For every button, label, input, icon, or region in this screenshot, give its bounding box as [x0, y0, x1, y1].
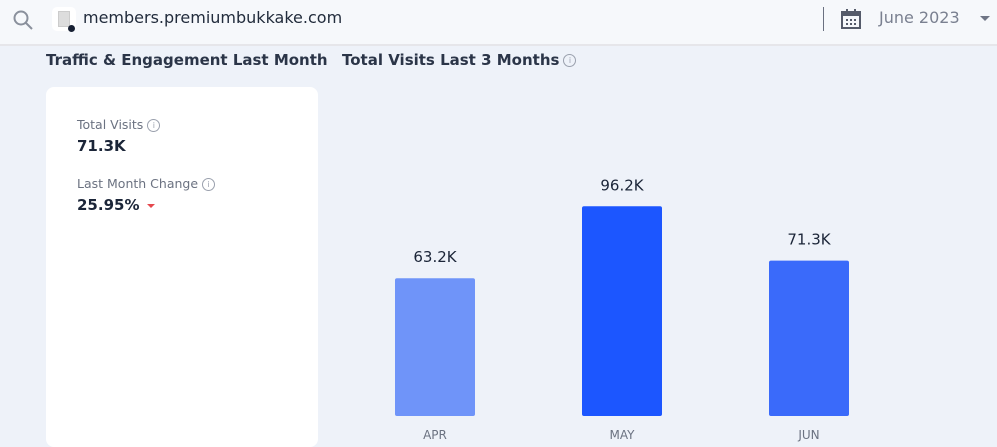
total-visits-label: Total Visits [77, 117, 144, 132]
date-selector[interactable]: June 2023 [879, 8, 960, 27]
chevron-down-icon[interactable] [980, 16, 990, 21]
calendar-icon[interactable] [840, 8, 862, 30]
domain-text: members.premiumbukkake.com [83, 8, 343, 27]
metric-label: Total Visits i [77, 117, 161, 132]
data-label: 63.2K [413, 248, 457, 266]
last-month-change-value: 25.95% [77, 196, 156, 214]
total-visits-value: 71.3K [77, 137, 126, 155]
data-label: 71.3K [787, 231, 831, 249]
search-icon[interactable] [12, 9, 34, 31]
last-month-change-label: Last Month Change [77, 176, 199, 191]
info-icon[interactable]: i [202, 178, 216, 191]
bar-may[interactable] [582, 206, 662, 416]
bar-apr[interactable] [395, 278, 475, 416]
change-value: 25.95% [77, 196, 140, 214]
bar-jun[interactable] [769, 260, 849, 416]
trend-down-icon [147, 203, 156, 208]
info-icon[interactable]: i [563, 54, 577, 67]
x-tick-label: JUN [797, 428, 819, 442]
x-tick-label: MAY [610, 428, 636, 442]
chart-title: Total Visits Last 3 Months [342, 51, 560, 69]
info-icon[interactable]: i [147, 119, 161, 132]
section-title-traffic: Traffic & Engagement Last Month [46, 51, 328, 69]
top-bar: members.premiumbukkake.com June 2023 [0, 0, 997, 46]
section-title-visits: Total Visits Last 3 Months i [342, 51, 577, 69]
divider [823, 7, 824, 31]
data-label: 96.2K [600, 176, 644, 194]
metrics-card: Total Visits i 71.3K Last Month Change i 2… [46, 87, 318, 447]
metric-label: Last Month Change i [77, 176, 216, 191]
favicon-icon [52, 7, 76, 32]
x-tick-label: APR [423, 428, 447, 442]
